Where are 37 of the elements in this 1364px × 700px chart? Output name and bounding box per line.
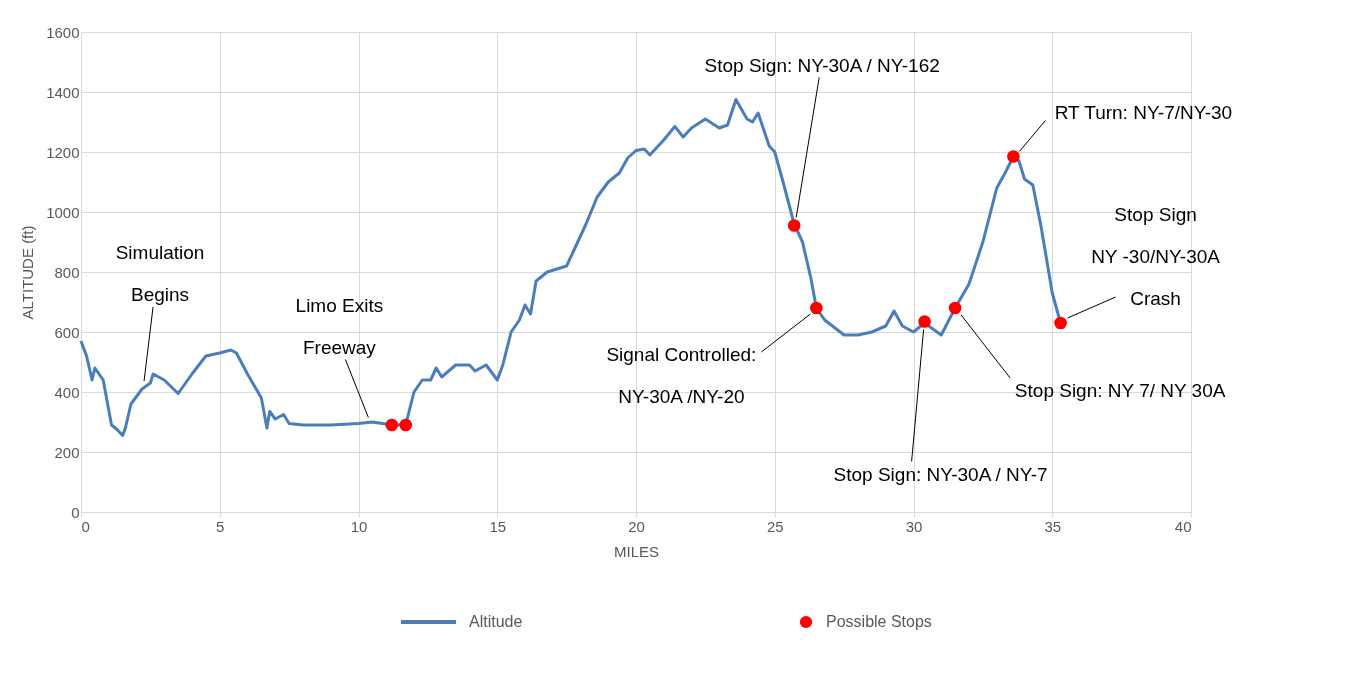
legend-label: Possible Stops (826, 613, 932, 630)
point (1054, 316, 1067, 330)
annotation: Signal Controlled: NY-30A /NY-20 (606, 344, 757, 407)
point (787, 219, 801, 232)
y-tick-label: 0 (71, 503, 80, 521)
point (948, 301, 962, 315)
x-tick-label: 35 (1044, 517, 1062, 535)
point (399, 418, 412, 432)
y-axis-title: ALTITUDE (ft) (19, 225, 37, 320)
legend-label: Altitude (469, 613, 523, 630)
x-tick-label: 15 (489, 517, 507, 535)
annotation: Limo Exits Freeway (295, 294, 384, 358)
y-tick-label: 1400 (46, 83, 80, 101)
y-tick-label: 200 (54, 443, 80, 461)
y-tick-label: 600 (54, 323, 80, 341)
point (1007, 150, 1020, 163)
x-tick-label: 5 (216, 517, 225, 535)
annotation: Stop Sign NY -30/NY-30A Crash (1091, 204, 1221, 309)
y-tick-label: 1000 (46, 203, 80, 221)
x-tick-label: 20 (628, 517, 645, 535)
x-tick-label: 25 (766, 517, 784, 535)
annotation: Stop Sign: NY 7/ NY 30A (1014, 380, 1226, 401)
annotation: Stop Sign: NY-30A / NY-162 (704, 54, 940, 76)
x-axis-title: MILES (613, 542, 660, 560)
point (385, 418, 399, 432)
y-tick-label: 400 (54, 383, 80, 401)
x-tick-label: 40 (1174, 517, 1192, 535)
x-tick-label: 10 (350, 517, 368, 535)
annotation: Simulation Begins (115, 242, 205, 305)
point (918, 315, 931, 328)
annotation: Stop Sign: NY-30A / NY-7 (833, 463, 1048, 485)
y-tick-label: 1600 (46, 23, 80, 41)
annotation: RT Turn: NY-7/NY-30 (1054, 101, 1233, 123)
x-tick-label: 30 (905, 517, 923, 535)
y-tick-label: 800 (54, 263, 80, 281)
y-tick-label: 1200 (46, 143, 80, 161)
point (810, 301, 823, 315)
